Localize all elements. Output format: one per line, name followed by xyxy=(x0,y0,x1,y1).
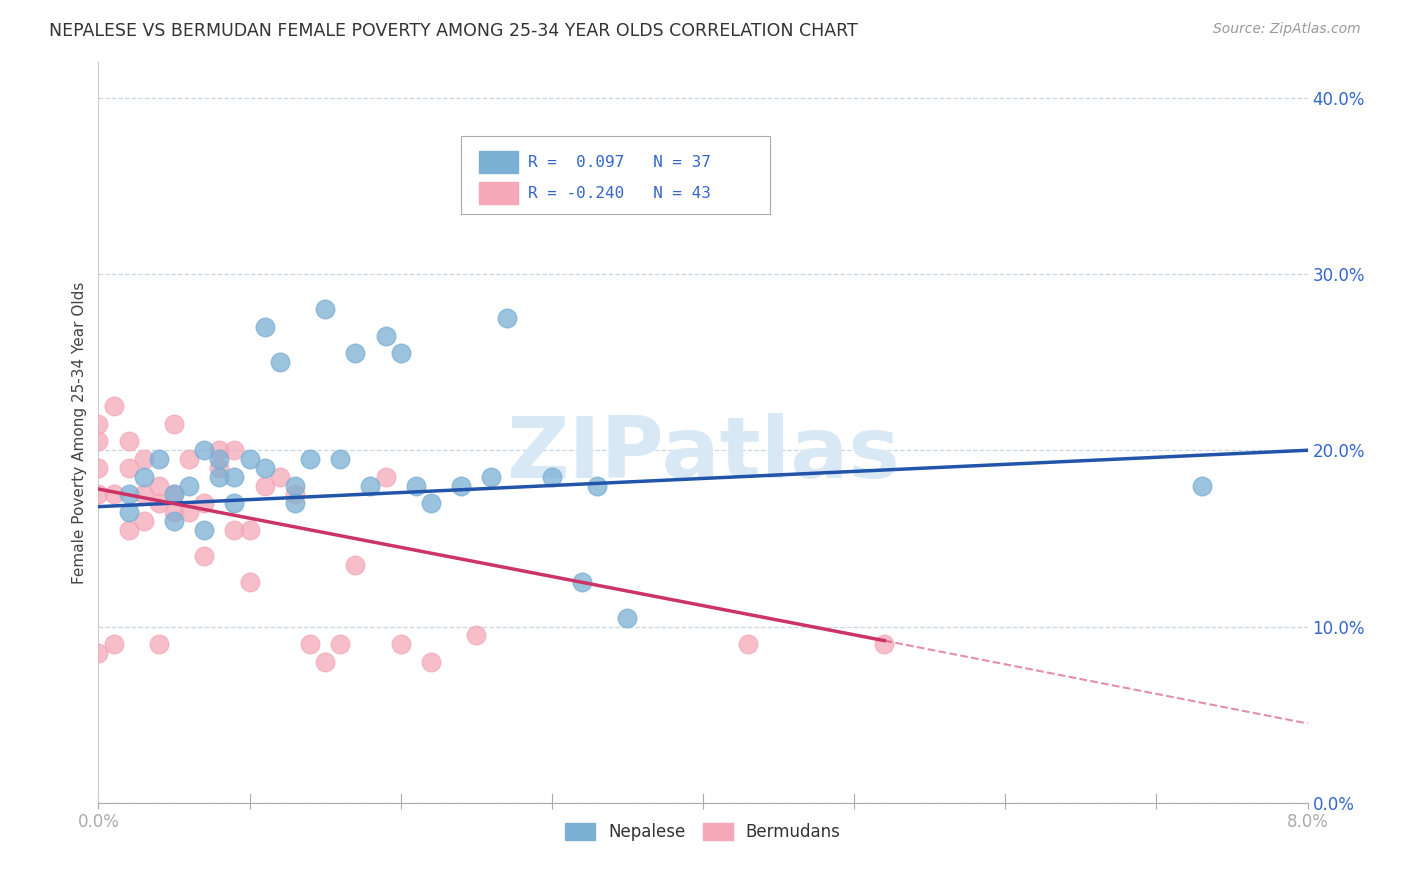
Point xyxy=(208,452,231,467)
Point xyxy=(571,575,593,590)
Point xyxy=(179,452,201,467)
Point xyxy=(148,452,170,467)
Point xyxy=(450,478,472,492)
Point xyxy=(163,505,186,519)
Point xyxy=(344,346,367,360)
Point xyxy=(103,399,125,413)
Point xyxy=(118,434,141,449)
Point xyxy=(239,523,262,537)
Point xyxy=(179,478,201,492)
Point xyxy=(616,610,638,624)
Point xyxy=(224,523,246,537)
Point xyxy=(148,478,170,492)
Legend: Nepalese, Bermudans: Nepalese, Bermudans xyxy=(558,816,848,847)
Y-axis label: Female Poverty Among 25-34 Year Olds: Female Poverty Among 25-34 Year Olds xyxy=(72,282,87,583)
Text: R = -0.240   N = 43: R = -0.240 N = 43 xyxy=(527,186,710,201)
Point xyxy=(132,469,155,483)
Point xyxy=(87,434,110,449)
Point xyxy=(193,496,215,510)
Point xyxy=(193,443,215,458)
Point xyxy=(737,637,759,651)
Point xyxy=(163,487,186,501)
Point xyxy=(389,346,412,360)
Point xyxy=(87,487,110,501)
Point xyxy=(465,628,488,642)
Point xyxy=(132,452,155,467)
Point xyxy=(540,469,562,483)
Point xyxy=(118,523,141,537)
Point xyxy=(132,487,155,501)
Point xyxy=(224,496,246,510)
Point xyxy=(329,452,352,467)
Point xyxy=(163,487,186,501)
Bar xyxy=(479,151,517,173)
Text: R =  0.097   N = 37: R = 0.097 N = 37 xyxy=(527,154,710,169)
Text: ZIPatlas: ZIPatlas xyxy=(506,413,900,496)
Point xyxy=(299,452,322,467)
Point xyxy=(374,469,396,483)
Point xyxy=(420,496,443,510)
Point xyxy=(179,505,201,519)
Point xyxy=(389,637,412,651)
Point xyxy=(253,478,276,492)
Point xyxy=(87,461,110,475)
Point xyxy=(193,523,215,537)
Point xyxy=(103,637,125,651)
Point xyxy=(314,302,336,317)
Point xyxy=(253,319,276,334)
Point xyxy=(87,646,110,660)
Point xyxy=(224,443,246,458)
Point xyxy=(118,487,141,501)
Point xyxy=(118,461,141,475)
Point xyxy=(87,417,110,431)
Point xyxy=(118,505,141,519)
Point xyxy=(208,461,231,475)
Point xyxy=(420,655,443,669)
Point xyxy=(374,328,396,343)
Point xyxy=(284,487,307,501)
Point xyxy=(360,478,382,492)
Point xyxy=(481,469,503,483)
Point xyxy=(284,496,307,510)
Bar xyxy=(479,182,517,204)
Point xyxy=(495,311,517,326)
Text: NEPALESE VS BERMUDAN FEMALE POVERTY AMONG 25-34 YEAR OLDS CORRELATION CHART: NEPALESE VS BERMUDAN FEMALE POVERTY AMON… xyxy=(49,22,858,40)
Point xyxy=(239,575,262,590)
Point xyxy=(299,637,322,651)
Point xyxy=(284,478,307,492)
Point xyxy=(208,443,231,458)
Point xyxy=(193,549,215,563)
FancyBboxPatch shape xyxy=(461,136,769,214)
Point xyxy=(344,558,367,572)
Point xyxy=(103,487,125,501)
Point xyxy=(148,637,170,651)
Point xyxy=(314,655,336,669)
Point xyxy=(329,637,352,651)
Point xyxy=(405,478,427,492)
Point xyxy=(239,452,262,467)
Point xyxy=(269,469,291,483)
Point xyxy=(873,637,896,651)
Point xyxy=(586,478,609,492)
Point xyxy=(253,461,276,475)
Point xyxy=(132,514,155,528)
Point xyxy=(224,469,246,483)
Point xyxy=(269,355,291,369)
Point xyxy=(208,469,231,483)
Point xyxy=(1191,478,1213,492)
Point xyxy=(148,496,170,510)
Text: Source: ZipAtlas.com: Source: ZipAtlas.com xyxy=(1213,22,1361,37)
Point xyxy=(163,417,186,431)
Point xyxy=(163,514,186,528)
Point xyxy=(661,161,683,176)
